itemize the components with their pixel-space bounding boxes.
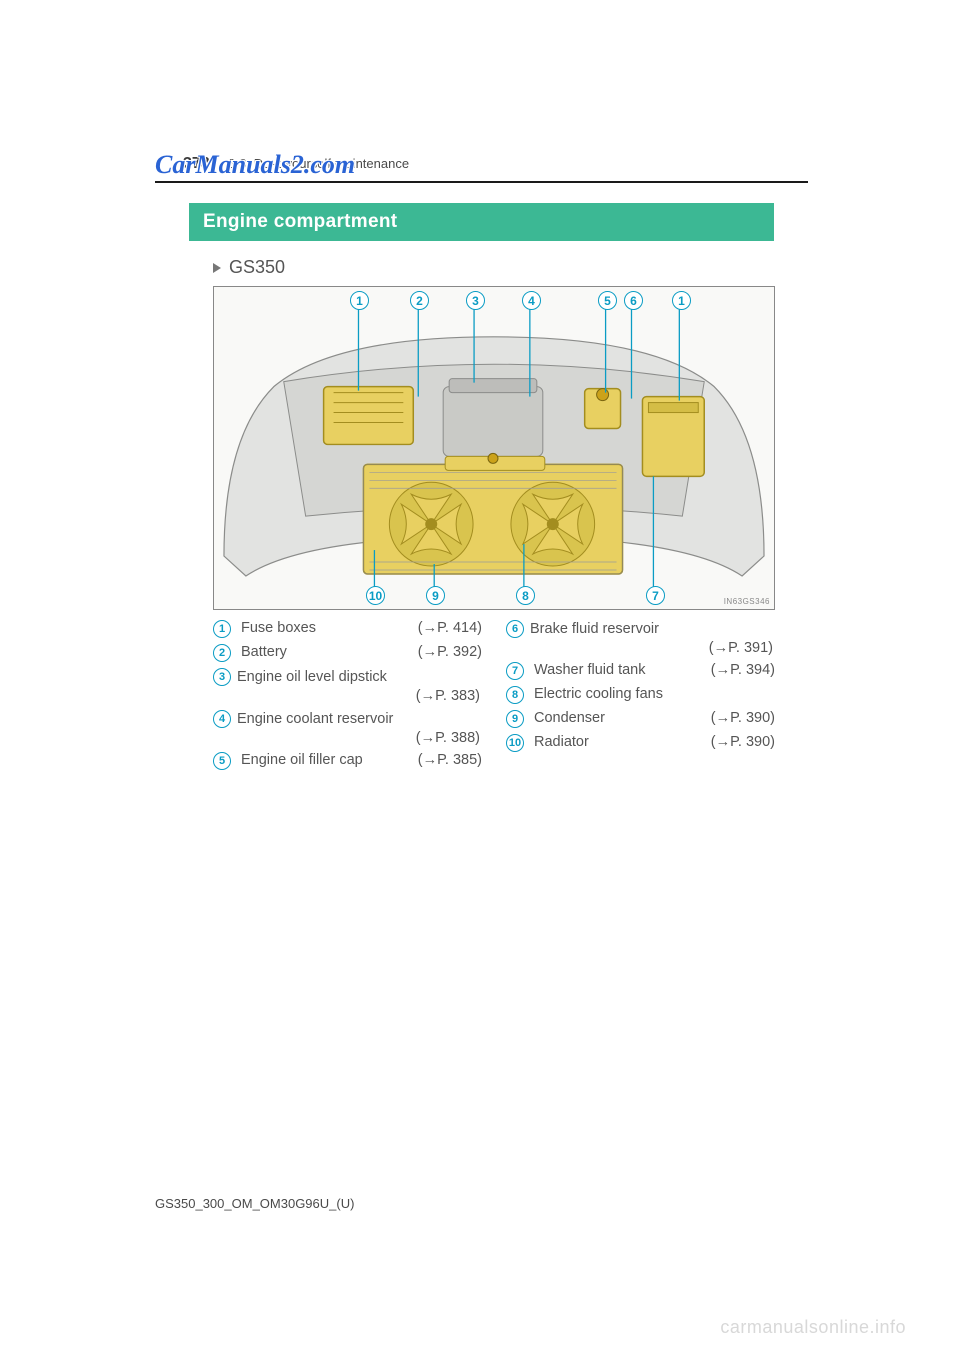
item-num: 8 xyxy=(506,686,524,704)
list-item: 4 Engine coolant reservoir (→P. 388) xyxy=(213,710,482,746)
item-num: 4 xyxy=(213,710,231,728)
image-code: IN63GS346 xyxy=(724,597,770,606)
callout-4: 4 xyxy=(522,291,541,310)
item-label: Engine oil level dipstick xyxy=(237,669,387,685)
items-left-col: 1 Fuse boxes (→P. 414) 2 Battery (→P. 39… xyxy=(213,620,482,770)
callout-5: 5 xyxy=(598,291,617,310)
item-label: Electric cooling fans xyxy=(534,686,769,702)
item-ref: (→P. 388) xyxy=(416,730,480,746)
item-label: Brake fluid reservoir xyxy=(530,621,659,637)
list-item: 6 Brake fluid reservoir (→P. 391) xyxy=(506,620,775,656)
items-grid: 1 Fuse boxes (→P. 414) 2 Battery (→P. 39… xyxy=(213,620,775,770)
callout-9: 9 xyxy=(426,586,445,605)
item-ref: (→P. 394) xyxy=(711,662,775,678)
item-label: Engine oil filler cap xyxy=(241,752,412,768)
list-item: 8 Electric cooling fans xyxy=(506,686,775,704)
callout-8: 8 xyxy=(516,586,535,605)
item-num: 10 xyxy=(506,734,524,752)
items-right-col: 6 Brake fluid reservoir (→P. 391) 7 Wash… xyxy=(506,620,775,770)
item-ref: (→P. 391) xyxy=(709,640,773,656)
model-row: GS350 xyxy=(213,257,808,278)
engine-diagram-svg xyxy=(214,287,774,610)
item-label: Engine coolant reservoir xyxy=(237,711,393,727)
model-label: GS350 xyxy=(229,257,285,278)
item-label: Condenser xyxy=(534,710,705,726)
item-ref: (→P. 392) xyxy=(418,644,482,660)
footer-code: GS350_300_OM_OM30G96U_(U) xyxy=(155,1196,354,1211)
list-item: 2 Battery (→P. 392) xyxy=(213,644,482,662)
list-item: 7 Washer fluid tank (→P. 394) xyxy=(506,662,775,680)
item-num: 7 xyxy=(506,662,524,680)
item-label: Washer fluid tank xyxy=(534,662,705,678)
item-label: Battery xyxy=(241,644,412,660)
item-num: 6 xyxy=(506,620,524,638)
item-label: Fuse boxes xyxy=(241,620,412,636)
item-label: Radiator xyxy=(534,734,705,750)
item-num: 1 xyxy=(213,620,231,638)
engine-diagram: 1 2 3 4 5 6 1 10 9 8 7 IN63GS346 xyxy=(213,286,775,610)
item-ref: (→P. 383) xyxy=(416,688,480,704)
list-item: 5 Engine oil filler cap (→P. 385) xyxy=(213,752,482,770)
callout-2: 2 xyxy=(410,291,429,310)
callout-1b: 1 xyxy=(672,291,691,310)
callout-6: 6 xyxy=(624,291,643,310)
callout-10: 10 xyxy=(366,586,385,605)
watermark-top: CarManuals2.com xyxy=(155,150,355,180)
callout-3: 3 xyxy=(466,291,485,310)
section-title: Engine compartment xyxy=(189,203,774,241)
list-item: 1 Fuse boxes (→P. 414) xyxy=(213,620,482,638)
list-item: 9 Condenser (→P. 390) xyxy=(506,710,775,728)
item-num: 9 xyxy=(506,710,524,728)
page-content: 378 6-3. Do-it-yourself maintenance Engi… xyxy=(155,155,808,770)
item-ref: (→P. 390) xyxy=(711,710,775,726)
item-ref: (→P. 385) xyxy=(418,752,482,768)
item-num: 3 xyxy=(213,668,231,686)
list-item: 3 Engine oil level dipstick (→P. 383) xyxy=(213,668,482,704)
item-num: 5 xyxy=(213,752,231,770)
list-item: 10 Radiator (→P. 390) xyxy=(506,734,775,752)
callout-1: 1 xyxy=(350,291,369,310)
callout-7: 7 xyxy=(646,586,665,605)
watermark-bottom: carmanualsonline.info xyxy=(720,1317,906,1338)
header-rule xyxy=(155,181,808,183)
triangle-icon xyxy=(213,263,221,273)
item-ref: (→P. 414) xyxy=(418,620,482,636)
item-num: 2 xyxy=(213,644,231,662)
item-ref: (→P. 390) xyxy=(711,734,775,750)
